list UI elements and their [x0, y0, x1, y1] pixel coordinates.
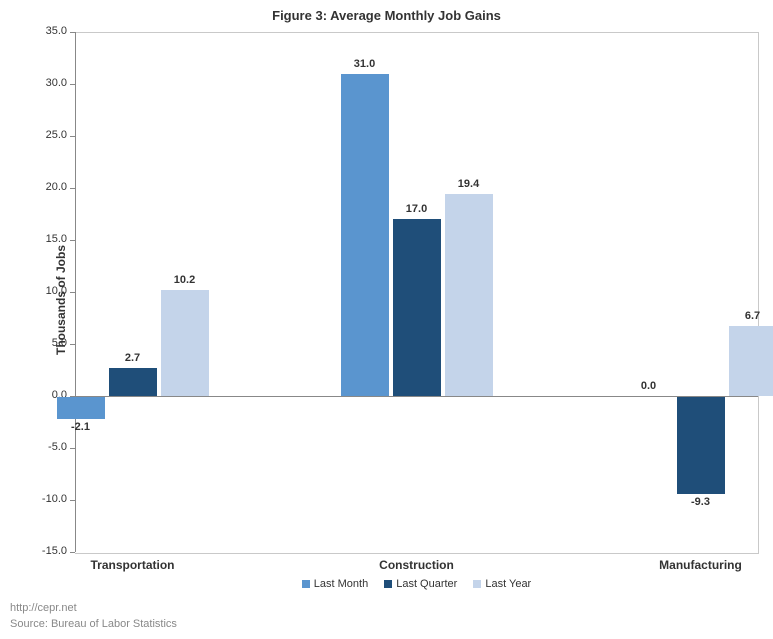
y-tick: [70, 188, 75, 189]
bar-value-label: 17.0: [383, 203, 451, 215]
chart-title: Figure 3: Average Monthly Job Gains: [0, 8, 773, 23]
legend-label: Last Quarter: [396, 578, 457, 590]
bar-value-label: 2.7: [99, 352, 167, 364]
bar: [729, 326, 773, 396]
y-axis-line: [75, 32, 76, 552]
bar-value-label: -2.1: [47, 421, 115, 433]
legend-swatch: [302, 580, 310, 588]
bar-value-label: 31.0: [331, 58, 399, 70]
legend-label: Last Month: [314, 578, 368, 590]
y-tick-label: 10.0: [27, 285, 67, 297]
legend: Last Month Last Quarter Last Year: [75, 578, 758, 590]
y-tick-label: -10.0: [27, 493, 67, 505]
footer-url: http://cepr.net: [10, 602, 77, 614]
legend-item: Last Year: [473, 578, 531, 590]
y-tick: [70, 84, 75, 85]
y-tick-label: -15.0: [27, 545, 67, 557]
legend-swatch: [384, 580, 392, 588]
category-label: Transportation: [27, 558, 239, 572]
bar: [109, 368, 157, 396]
bar: [161, 290, 209, 396]
y-tick: [70, 500, 75, 501]
zero-line: [75, 396, 758, 397]
category-label: Manufacturing: [595, 558, 773, 572]
footer-source: Source: Bureau of Labor Statistics: [10, 618, 177, 630]
y-tick-label: 20.0: [27, 181, 67, 193]
bar: [677, 397, 725, 494]
bar-value-label: -9.3: [667, 496, 735, 508]
y-tick: [70, 136, 75, 137]
y-tick-label: -5.0: [27, 441, 67, 453]
bar-value-label: 10.2: [151, 274, 219, 286]
legend-swatch: [473, 580, 481, 588]
bar-value-label: 6.7: [719, 310, 773, 322]
legend-label: Last Year: [485, 578, 531, 590]
legend-item: Last Month: [302, 578, 368, 590]
bar: [393, 219, 441, 396]
y-tick-label: 5.0: [27, 337, 67, 349]
bar: [341, 74, 389, 396]
y-tick: [70, 552, 75, 553]
y-tick: [70, 292, 75, 293]
y-tick-label: 15.0: [27, 233, 67, 245]
y-tick: [70, 448, 75, 449]
bar-value-label: 0.0: [615, 380, 683, 392]
y-tick-label: 25.0: [27, 129, 67, 141]
legend-item: Last Quarter: [384, 578, 457, 590]
y-tick-label: 30.0: [27, 77, 67, 89]
y-tick: [70, 240, 75, 241]
category-label: Construction: [311, 558, 523, 572]
y-tick: [70, 344, 75, 345]
y-tick: [70, 32, 75, 33]
bar: [57, 397, 105, 419]
bar-value-label: 19.4: [435, 178, 503, 190]
y-tick-label: 35.0: [27, 25, 67, 37]
bar: [445, 194, 493, 396]
